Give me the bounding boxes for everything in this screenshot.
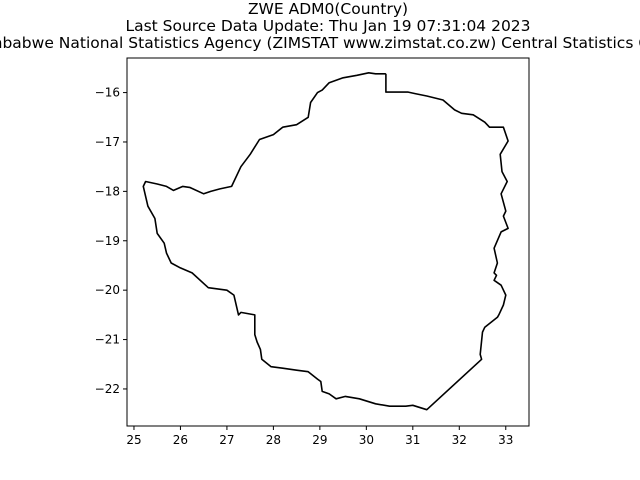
x-tick-label: 27 <box>219 433 234 447</box>
figure-title-line-1: ZWE ADM0(Country) <box>248 0 408 18</box>
x-tick-label: 30 <box>359 433 374 447</box>
y-tick-label: −21 <box>95 333 120 347</box>
figure-title-line-3: Zimbabwe National Statistics Agency (ZIM… <box>0 34 640 52</box>
x-axis: 25 26 27 28 29 30 31 32 33 <box>126 426 513 447</box>
x-tick-label: 25 <box>126 433 141 447</box>
y-tick-label: −19 <box>95 234 120 248</box>
x-tick-label: 26 <box>173 433 188 447</box>
y-tick-label: −18 <box>95 184 120 198</box>
country-outline-line <box>142 72 509 411</box>
x-tick-label: 32 <box>452 433 467 447</box>
figure-title-line-2: Last Source Data Update: Thu Jan 19 07:3… <box>125 17 530 35</box>
axes-frame <box>126 57 530 427</box>
x-tick-label: 31 <box>405 433 420 447</box>
y-tick-label: −17 <box>95 135 120 149</box>
x-tick-label: 28 <box>266 433 281 447</box>
x-tick-label: 33 <box>498 433 513 447</box>
y-tick-label: −16 <box>95 86 120 100</box>
y-axis: −16 −17 −18 −19 −20 −21 −22 <box>95 86 127 396</box>
y-tick-label: −22 <box>95 382 120 396</box>
y-tick-label: −20 <box>95 283 120 297</box>
x-tick-label: 29 <box>312 433 327 447</box>
plot-area <box>142 72 509 411</box>
